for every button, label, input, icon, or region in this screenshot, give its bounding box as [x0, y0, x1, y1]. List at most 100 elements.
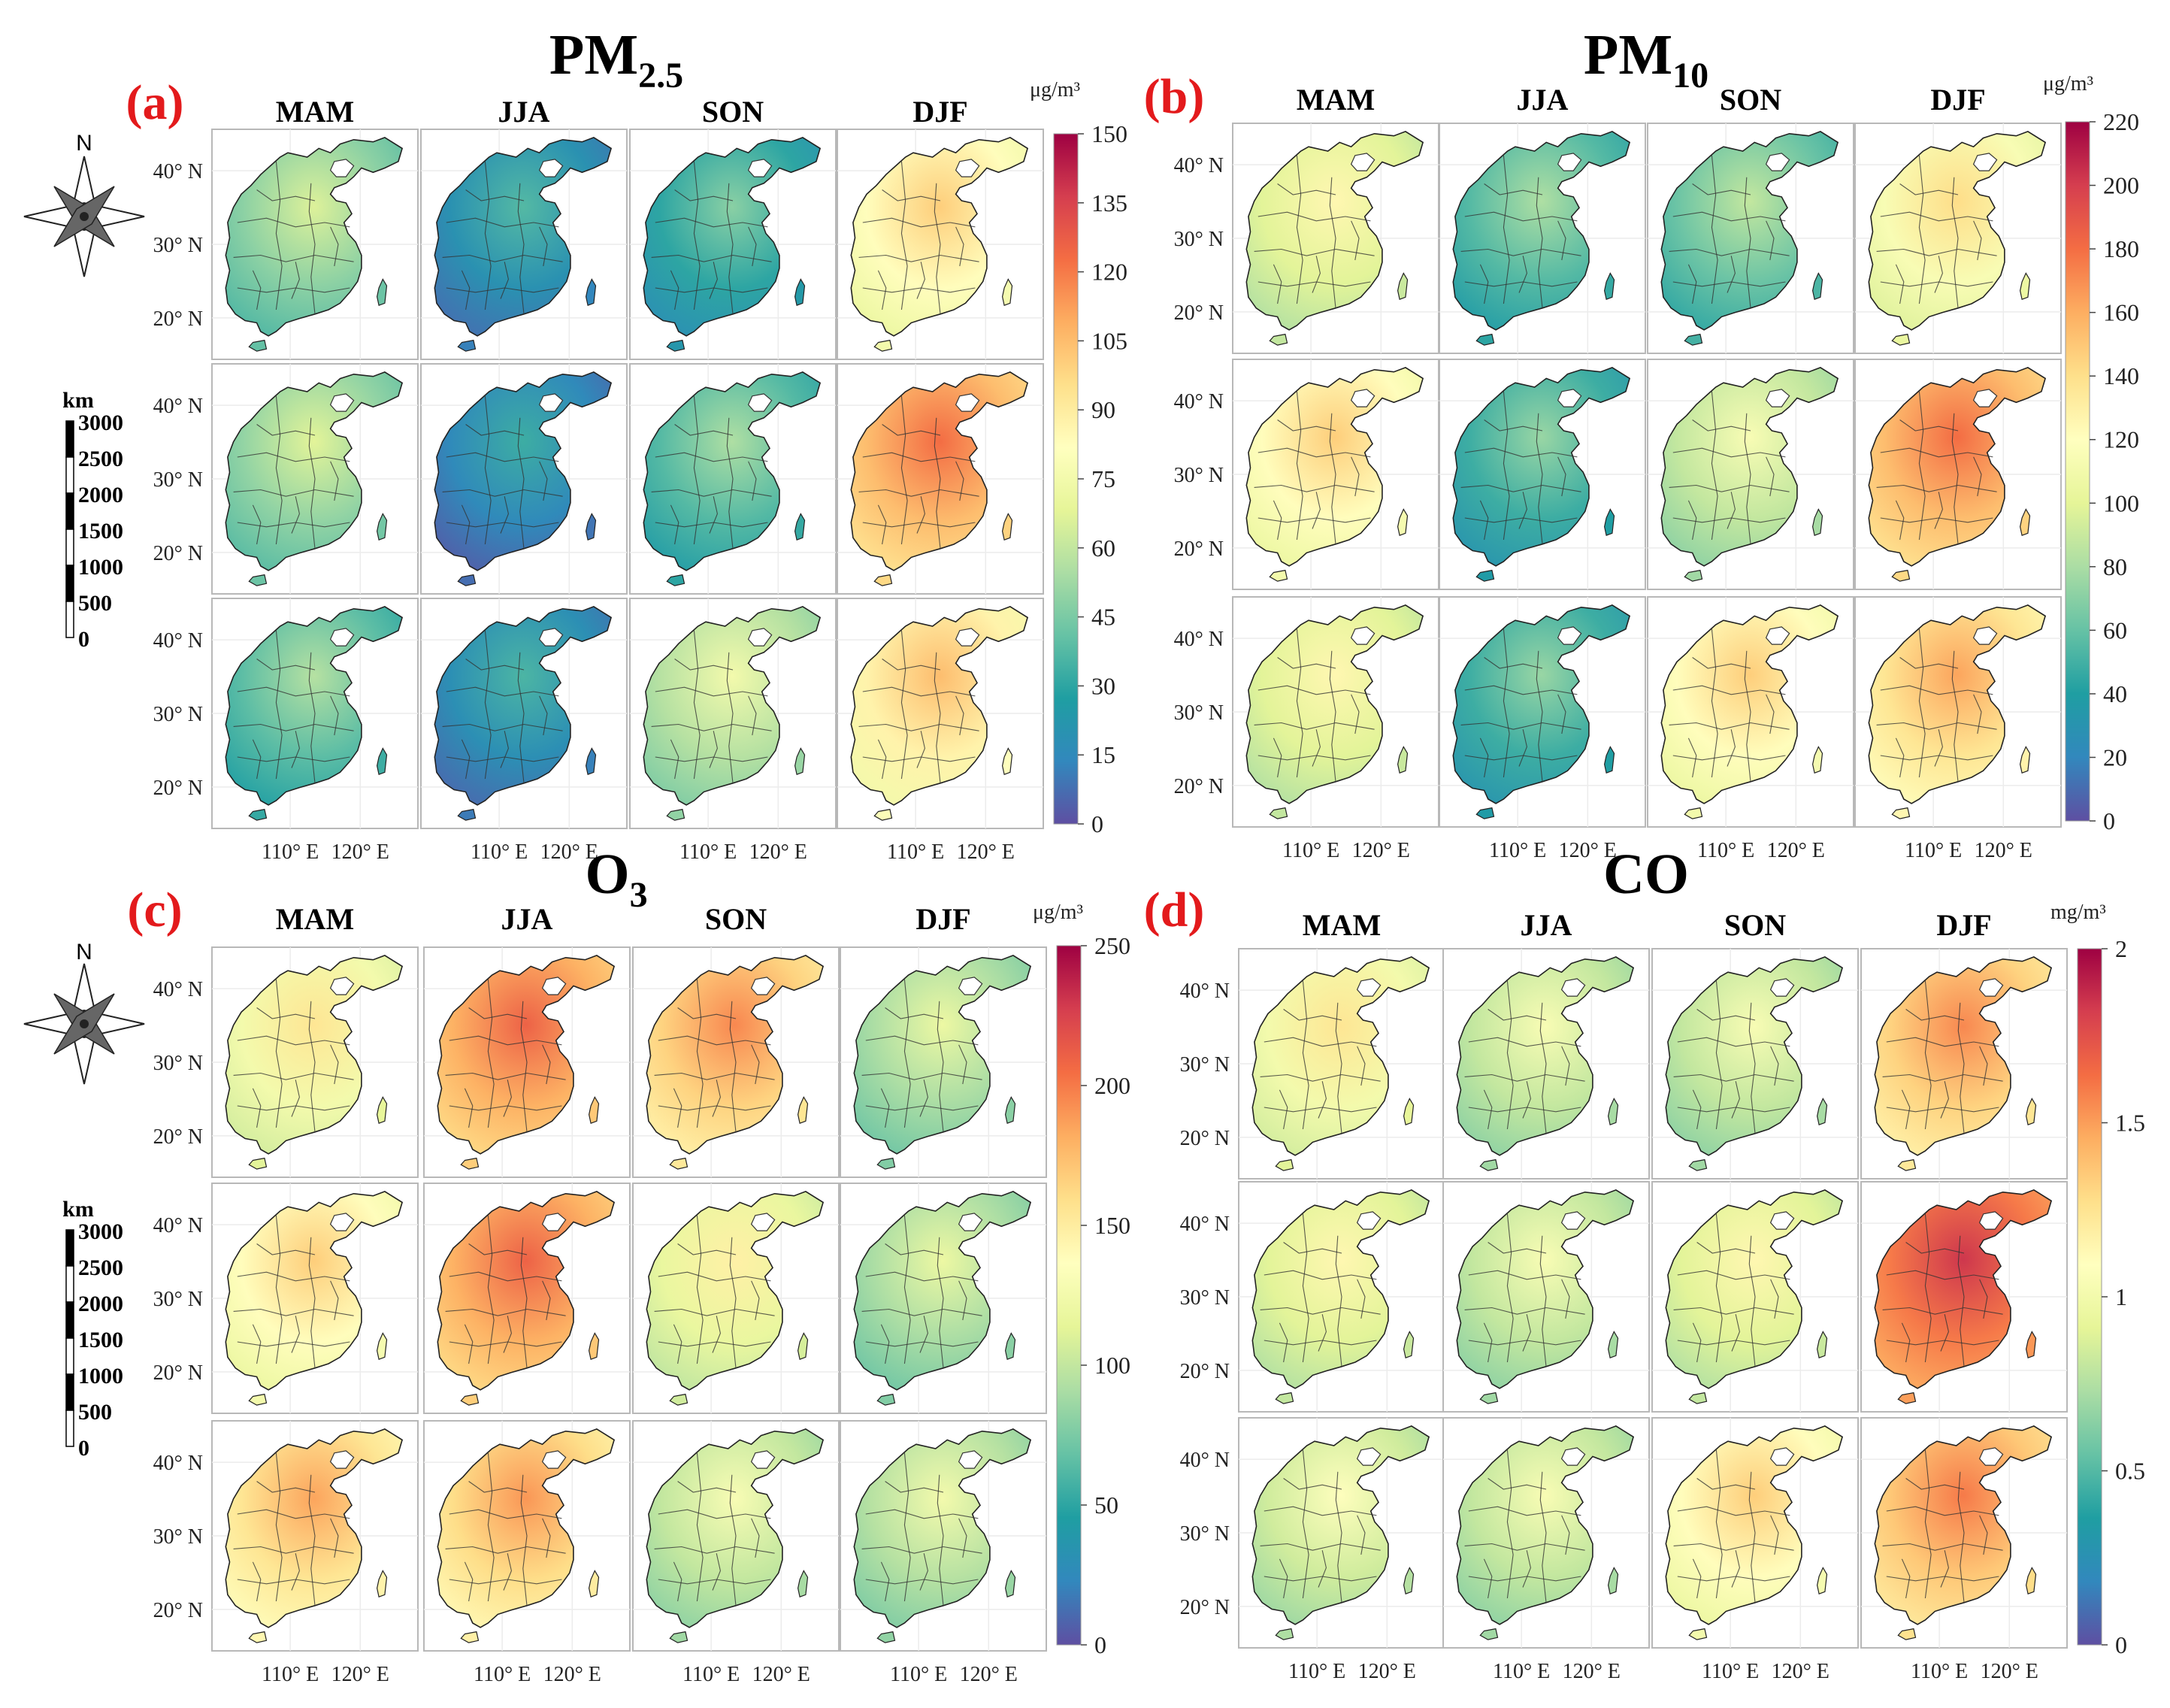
bohai-sea: [1765, 626, 1790, 645]
province-boundary: [1696, 1009, 1756, 1021]
hainan-island: [1684, 569, 1703, 582]
province-boundary: [1557, 220, 1566, 261]
scale-bar-tick-label: 1500: [78, 1328, 123, 1352]
province-boundary: [674, 659, 734, 671]
province-boundary: [1905, 1009, 1965, 1021]
province-boundary: [1483, 1558, 1493, 1599]
province-boundary: [275, 161, 283, 310]
map-cell: [211, 1183, 419, 1414]
province-boundary: [729, 1474, 737, 1606]
province-boundary: [1979, 1046, 1988, 1086]
taiwan-island: [1811, 508, 1823, 537]
province-boundary: [330, 1044, 339, 1085]
province-boundary: [1711, 155, 1718, 304]
province-boundary: [937, 1474, 944, 1606]
province-boundary: [464, 1088, 474, 1128]
province-boundary: [468, 1007, 528, 1019]
province-boundary: [865, 1509, 979, 1519]
province-boundary: [442, 254, 563, 262]
colorbar-tick-label: 20: [2103, 743, 2127, 771]
bohai-sea: [958, 1213, 983, 1231]
latitude-label: 30° N: [1180, 1286, 1230, 1310]
province-boundary: [233, 1308, 354, 1316]
province-boundary: [1357, 1046, 1366, 1086]
scale-bar-segment: [65, 528, 74, 566]
taiwan-island: [1004, 1332, 1016, 1361]
province-boundary: [877, 739, 887, 780]
province-boundary: [1973, 694, 1982, 734]
province-boundary: [233, 254, 354, 262]
province-boundary: [658, 1035, 771, 1046]
province-boundary: [1899, 419, 1959, 432]
taiwan-island: [797, 1096, 809, 1125]
province-boundary: [1886, 1270, 1999, 1280]
map-cell: [1442, 948, 1650, 1180]
province-boundary: [751, 1518, 760, 1558]
hainan-island: [1897, 1392, 1917, 1404]
hainan-island: [873, 339, 893, 352]
taiwan-island: [1403, 1567, 1415, 1595]
province-boundary: [655, 452, 768, 462]
province-boundary: [1296, 155, 1303, 304]
map-cell: [1238, 948, 1445, 1180]
map-cell: [420, 363, 628, 595]
province-boundary: [1329, 413, 1336, 544]
province-boundary: [880, 1088, 890, 1128]
province-boundary: [1536, 177, 1543, 308]
colorbar: [1053, 133, 1079, 825]
map-cell: [423, 1420, 631, 1652]
bohai-sea: [1978, 978, 2004, 997]
bohai-sea: [958, 1450, 983, 1469]
province-boundary: [958, 1518, 967, 1558]
hainan-island: [457, 574, 477, 586]
province-boundary: [275, 630, 283, 780]
province-boundary: [1901, 1322, 1911, 1363]
colorbar-tick-label: 60: [2103, 616, 2127, 644]
scale-bar-segment: [65, 1265, 74, 1303]
province-boundary: [1715, 1213, 1723, 1363]
longitude-label: 110° E: [1702, 1660, 1759, 1683]
taiwan-island: [1397, 508, 1409, 537]
province-boundary: [654, 1546, 775, 1554]
panel-b: PM10 (b) MAM JJA SON DJF 40° N 30° N 20° N 40° N 3…: [1144, 23, 2139, 862]
bohai-sea: [1557, 153, 1582, 171]
province-boundary: [252, 1324, 262, 1364]
province-boundary: [330, 461, 339, 501]
bohai-sea: [1350, 153, 1376, 171]
longitude-label: 110° E: [471, 840, 528, 864]
province-boundary: [1277, 657, 1336, 669]
province-boundary: [1924, 1449, 1932, 1599]
province-boundary: [252, 504, 262, 545]
province-boundary: [1880, 211, 1993, 222]
colorbar-tick-label: 0: [2115, 1631, 2127, 1658]
hainan-island: [1891, 569, 1911, 582]
province-boundary: [520, 1237, 528, 1368]
province-boundary: [291, 496, 300, 534]
province-boundary: [880, 1561, 890, 1602]
province-boundary: [256, 1007, 316, 1019]
scale-bar-tick-label: 500: [78, 591, 112, 616]
province-boundary: [1766, 220, 1775, 261]
bohai-sea: [955, 159, 980, 177]
latitude-label: 40° N: [153, 629, 203, 653]
province-boundary: [1677, 1270, 1790, 1280]
province-boundary: [1277, 419, 1336, 432]
province-boundary: [503, 1553, 512, 1591]
taiwan-island: [1603, 272, 1615, 301]
province-boundary: [877, 504, 887, 545]
bohai-sea: [1769, 1447, 1795, 1466]
panel-title: PM2.5: [549, 23, 683, 95]
hainan-island: [669, 1631, 689, 1643]
province-boundary: [1264, 1037, 1377, 1047]
bohai-sea: [329, 393, 355, 412]
bohai-sea: [955, 628, 980, 647]
colorbar-tick-label: 160: [2103, 299, 2139, 326]
compass-center: [80, 1019, 89, 1028]
province-boundary: [673, 1561, 682, 1602]
map-cell: [632, 1183, 840, 1414]
hainan-island: [1688, 1628, 1708, 1640]
taiwan-island: [1816, 1567, 1828, 1595]
province-boundary: [1696, 1242, 1756, 1254]
province-boundary: [446, 686, 559, 697]
